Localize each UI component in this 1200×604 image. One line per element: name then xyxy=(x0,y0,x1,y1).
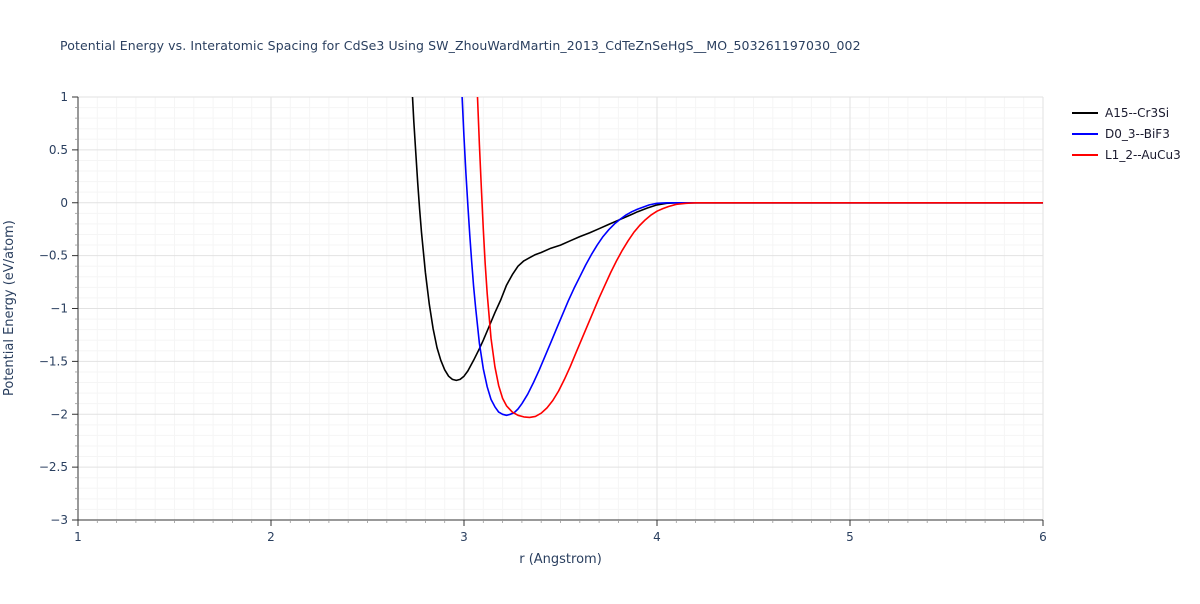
legend-line-swatch xyxy=(1072,154,1098,156)
x-tick-label: 1 xyxy=(74,530,82,544)
series-curve-L1_2--AuCu3 xyxy=(476,97,1043,419)
legend-label: L1_2--AuCu3 xyxy=(1105,148,1181,162)
series-curve-D0_3--BiF3 xyxy=(461,97,1043,417)
x-tick-label: 6 xyxy=(1039,530,1047,544)
y-tick-label: 0 xyxy=(60,196,68,210)
legend-line-swatch xyxy=(1072,133,1098,135)
x-tick-label: 2 xyxy=(267,530,275,544)
x-tick-label: 4 xyxy=(653,530,661,544)
x-tick-label: 5 xyxy=(846,530,854,544)
series-curve-A15--Cr3Si xyxy=(411,97,1043,382)
y-tick-label: −1.5 xyxy=(39,354,68,368)
legend-item: D0_3--BiF3 xyxy=(1072,127,1181,141)
y-tick-label: −2.5 xyxy=(39,460,68,474)
y-tick-label: −3 xyxy=(50,513,68,527)
legend: A15--Cr3Si D0_3--BiF3 L1_2--AuCu3 xyxy=(1072,106,1181,162)
chart-title: Potential Energy vs. Interatomic Spacing… xyxy=(60,38,861,53)
y-tick-label: −2 xyxy=(50,407,68,421)
x-tick-label: 3 xyxy=(460,530,468,544)
x-axis-label: r (Angstrom) xyxy=(519,552,602,567)
y-tick-label: 0.5 xyxy=(49,143,68,157)
y-tick-label: −0.5 xyxy=(39,249,68,263)
legend-item: L1_2--AuCu3 xyxy=(1072,148,1181,162)
y-tick-label: −1 xyxy=(50,302,68,316)
legend-label: D0_3--BiF3 xyxy=(1105,127,1170,141)
legend-line-swatch xyxy=(1072,112,1098,114)
legend-label: A15--Cr3Si xyxy=(1105,106,1170,120)
y-tick-label: 1 xyxy=(60,90,68,104)
y-axis-label: Potential Energy (eV/atom) xyxy=(2,220,17,397)
legend-item: A15--Cr3Si xyxy=(1072,106,1181,120)
